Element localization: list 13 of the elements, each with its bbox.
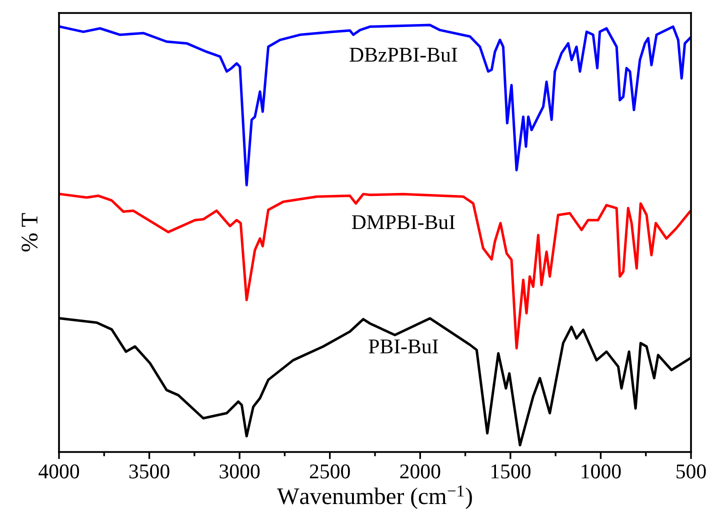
series-label: PBI-BuI [368,340,438,354]
x-tick-label: 1000 [582,464,621,478]
x-axis-title: Wavenumber (cm$^{−1}$) [277,485,472,510]
series-label: DBzPBI-BuI [350,48,458,62]
series-label: DMPBI-BuI [352,215,455,230]
y-axis-title: % T [22,213,38,252]
x-tick-label: 4000 [38,464,80,478]
x-tick-label: 3500 [129,464,170,478]
x-tick-label: 2500 [310,464,350,478]
x-tick-label: 1500 [491,464,530,478]
x-tick-label: 500 [676,464,706,478]
x-tick-label: 2000 [400,464,440,478]
x-tick-label: 3000 [220,464,260,478]
